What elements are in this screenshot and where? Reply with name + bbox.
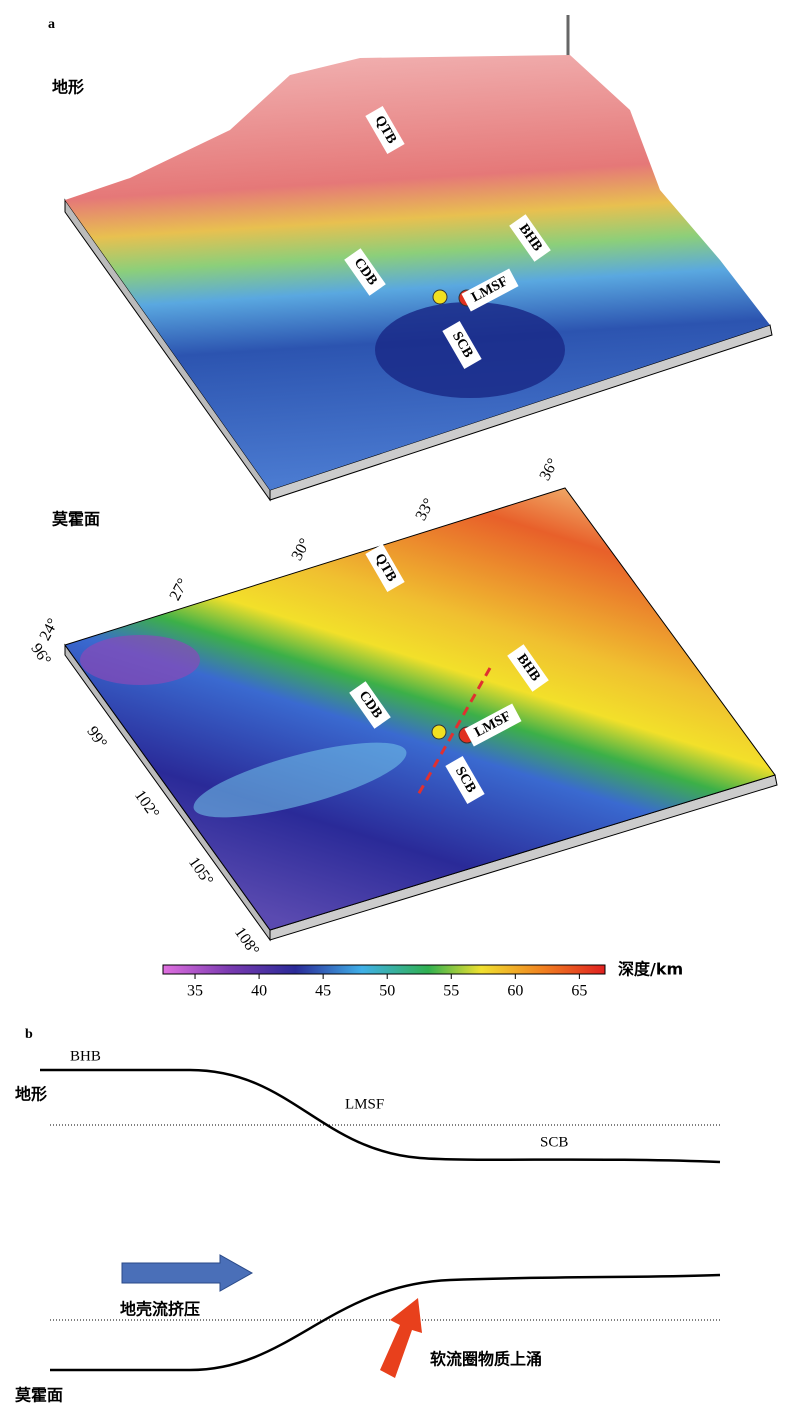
panel-b: b BHB 地形 LMSF SCB 地壳流挤压 软流圈物质上涌 莫霍面 <box>14 1027 722 1405</box>
topography-title: 地形 <box>52 78 84 97</box>
label: LMSF <box>345 1096 384 1112</box>
moho-title: 莫霍面 <box>51 510 100 529</box>
colorbar <box>162 964 606 975</box>
moho-feature <box>193 742 407 818</box>
upwelling-arrow <box>380 1298 422 1378</box>
moho-title: 莫霍面 <box>14 1386 63 1405</box>
profile-line <box>416 667 492 796</box>
label: SCB <box>540 1134 568 1150</box>
terrain-surface <box>65 55 770 490</box>
panel-a: a 地形 QTB BHB CDB LMSF SCB 莫霍面 QTB BHB CD… <box>27 15 778 1000</box>
colorbar-tick-label: 55 <box>443 983 459 1000</box>
annotation: 软流圈物质上涌 <box>430 1350 542 1369</box>
flow-arrow <box>121 1254 254 1292</box>
site <box>431 724 447 740</box>
latitude-label: 27° <box>167 576 193 604</box>
moho-feature <box>80 635 200 685</box>
colorbar-tick-label: 45 <box>315 983 331 1000</box>
topography-profile <box>40 1068 721 1164</box>
moho-surface <box>64 487 776 931</box>
colorbar-tick-label: 50 <box>379 983 395 1000</box>
panel-label: b <box>25 1027 33 1042</box>
colorbar-tick-label: 40 <box>251 983 267 1000</box>
latitude-label: 24° <box>37 616 63 644</box>
longitude-label: 96° <box>27 640 54 668</box>
annotation: 地壳流挤压 <box>120 1300 200 1319</box>
longitude-label: 99° <box>83 723 110 751</box>
longitude-label: 108° <box>231 924 262 959</box>
colorbar-tick-label: 35 <box>187 983 203 1000</box>
latitude-label: 30° <box>289 536 315 564</box>
latitude-label: 36° <box>537 456 563 484</box>
topography-title: 地形 <box>15 1085 47 1104</box>
panel-label: a <box>48 17 55 32</box>
colorbar-tick-label: 60 <box>507 983 523 1000</box>
label: BHB <box>70 1048 101 1064</box>
latitude-label: 33° <box>413 496 439 524</box>
colorbar-label: 深度/km <box>618 960 683 979</box>
colorbar-tick-label: 65 <box>571 983 587 1000</box>
longitude-label: 102° <box>131 787 162 822</box>
moho-profile <box>50 1273 721 1372</box>
site <box>432 289 448 305</box>
